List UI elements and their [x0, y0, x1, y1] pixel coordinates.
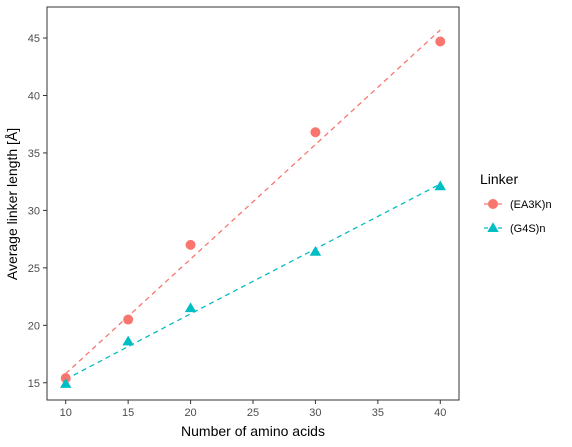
y-axis-label: Average linker length [Å] [4, 128, 20, 280]
x-tick-label: 20 [184, 407, 196, 419]
data-point-circle [123, 314, 134, 325]
y-tick-label: 20 [28, 320, 40, 332]
legend-label: (EA3K)n [510, 199, 552, 211]
y-tick-label: 15 [28, 378, 40, 390]
y-tick-label: 30 [28, 205, 40, 217]
legend-marker [487, 222, 499, 233]
y-tick-label: 40 [28, 90, 40, 102]
data-point-triangle [59, 378, 72, 388]
data-point-circle [435, 36, 446, 47]
data-point-circle [185, 239, 196, 250]
data-point-triangle [184, 302, 197, 313]
y-tick-label: 35 [28, 148, 40, 160]
y-tick-label: 25 [28, 263, 40, 275]
legend-label: (G4S)n [510, 223, 545, 235]
plot-panel [46, 6, 460, 401]
legend-key: (G4S)n [484, 222, 545, 235]
y-tick-label: 45 [28, 33, 40, 45]
x-axis-label: Number of amino acids [181, 423, 325, 439]
x-tick-label: 40 [434, 407, 446, 419]
legend-key: (EA3K)n [484, 199, 552, 211]
data-point-triangle [434, 180, 447, 191]
x-tick-label: 25 [247, 407, 259, 419]
x-tick-label: 30 [309, 407, 321, 419]
data-point-triangle [122, 335, 134, 346]
legend: Linker (EA3K)n (G4S)n [480, 171, 552, 235]
legend-marker [488, 199, 498, 209]
data-point-triangle [309, 246, 322, 256]
x-tick-label: 35 [372, 407, 384, 419]
data-point-circle [310, 127, 321, 138]
series-fit-line [65, 183, 441, 380]
x-tick-label: 15 [122, 407, 134, 419]
x-tick-label: 10 [60, 407, 72, 419]
legend-title: Linker [480, 171, 518, 187]
